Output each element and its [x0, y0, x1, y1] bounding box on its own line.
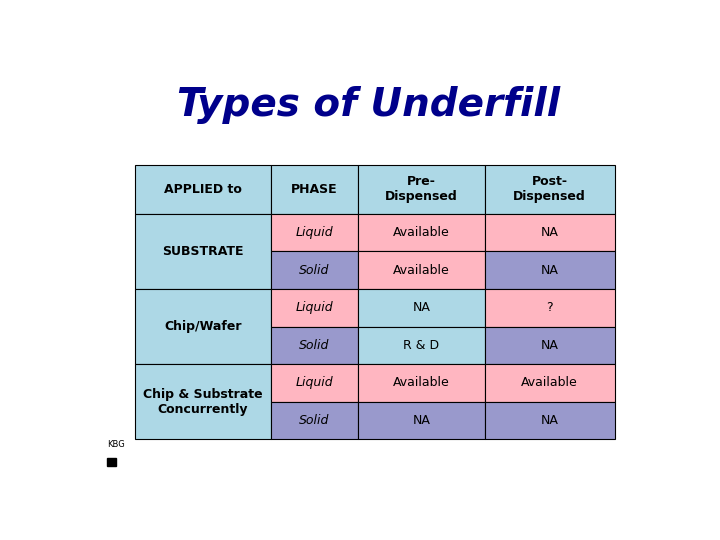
- Text: Liquid: Liquid: [296, 226, 333, 239]
- Text: Solid: Solid: [300, 339, 330, 352]
- Text: SUBSTRATE: SUBSTRATE: [162, 245, 244, 258]
- Text: Solid: Solid: [300, 264, 330, 276]
- Text: ?: ?: [546, 301, 553, 314]
- Text: NA: NA: [541, 414, 559, 427]
- FancyBboxPatch shape: [485, 214, 615, 252]
- FancyBboxPatch shape: [271, 402, 358, 439]
- FancyBboxPatch shape: [271, 364, 358, 402]
- Text: KBG: KBG: [107, 441, 125, 449]
- FancyBboxPatch shape: [135, 364, 271, 439]
- FancyBboxPatch shape: [271, 165, 358, 214]
- Text: NA: NA: [413, 301, 431, 314]
- Text: NA: NA: [541, 264, 559, 276]
- FancyBboxPatch shape: [485, 327, 615, 364]
- FancyBboxPatch shape: [271, 327, 358, 364]
- Text: Available: Available: [393, 376, 450, 389]
- Text: Pre-
Dispensed: Pre- Dispensed: [385, 176, 458, 203]
- Text: APPLIED to: APPLIED to: [164, 183, 242, 196]
- FancyBboxPatch shape: [358, 327, 485, 364]
- FancyBboxPatch shape: [107, 458, 116, 466]
- Text: Solid: Solid: [300, 414, 330, 427]
- FancyBboxPatch shape: [271, 252, 358, 289]
- FancyBboxPatch shape: [358, 402, 485, 439]
- FancyBboxPatch shape: [135, 214, 271, 289]
- Text: Types of Underfill: Types of Underfill: [177, 85, 561, 124]
- FancyBboxPatch shape: [485, 364, 615, 402]
- Text: NA: NA: [541, 226, 559, 239]
- Text: Chip & Substrate
Concurrently: Chip & Substrate Concurrently: [143, 388, 263, 415]
- FancyBboxPatch shape: [485, 252, 615, 289]
- Text: Liquid: Liquid: [296, 301, 333, 314]
- FancyBboxPatch shape: [358, 214, 485, 252]
- FancyBboxPatch shape: [358, 252, 485, 289]
- Text: PHASE: PHASE: [292, 183, 338, 196]
- Text: Chip/Wafer: Chip/Wafer: [164, 320, 242, 333]
- FancyBboxPatch shape: [485, 165, 615, 214]
- FancyBboxPatch shape: [271, 289, 358, 327]
- FancyBboxPatch shape: [358, 165, 485, 214]
- Text: NA: NA: [413, 414, 431, 427]
- FancyBboxPatch shape: [485, 289, 615, 327]
- Text: Available: Available: [393, 264, 450, 276]
- FancyBboxPatch shape: [135, 289, 271, 364]
- Text: Liquid: Liquid: [296, 376, 333, 389]
- Text: Post-
Dispensed: Post- Dispensed: [513, 176, 586, 203]
- Text: Available: Available: [393, 226, 450, 239]
- FancyBboxPatch shape: [135, 165, 271, 214]
- Text: R & D: R & D: [403, 339, 439, 352]
- FancyBboxPatch shape: [271, 214, 358, 252]
- FancyBboxPatch shape: [358, 289, 485, 327]
- Text: Available: Available: [521, 376, 578, 389]
- Text: NA: NA: [541, 339, 559, 352]
- FancyBboxPatch shape: [358, 364, 485, 402]
- FancyBboxPatch shape: [485, 402, 615, 439]
